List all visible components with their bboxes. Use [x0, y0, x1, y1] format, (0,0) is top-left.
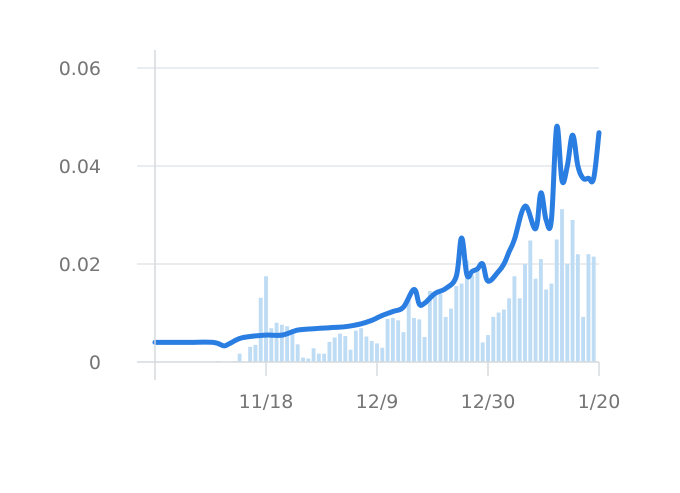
grid [137, 67, 599, 265]
bar [422, 337, 427, 362]
bar [570, 219, 575, 362]
bar [565, 264, 570, 362]
bar [501, 309, 506, 362]
bar [338, 333, 342, 362]
bar [433, 295, 438, 362]
bar [385, 318, 390, 362]
bar [533, 278, 538, 362]
bar [517, 298, 522, 362]
bar [237, 353, 242, 362]
bar [554, 239, 559, 362]
bar [549, 283, 554, 362]
bar [290, 333, 295, 362]
bar [528, 240, 533, 362]
bar [401, 332, 406, 362]
bar [369, 340, 374, 362]
x-tick-label: 11/18 [239, 391, 294, 413]
bar [406, 299, 411, 362]
bar [301, 357, 305, 362]
x-tick-label: 12/9 [356, 391, 399, 413]
bar [348, 349, 353, 362]
line-series-path [152, 124, 602, 349]
bar [507, 298, 512, 362]
bar [438, 293, 443, 362]
x-tick-label: 12/30 [461, 391, 516, 413]
bar [322, 353, 327, 362]
y-tick-label: 0.02 [59, 254, 101, 276]
bar [454, 286, 459, 362]
bar [248, 346, 253, 362]
bar [359, 328, 364, 362]
bar [380, 347, 385, 362]
y-tick-label: 0.06 [59, 58, 101, 80]
bar [258, 297, 263, 362]
bar [417, 319, 422, 362]
bar [311, 348, 316, 362]
bar [253, 344, 258, 362]
bar [538, 259, 543, 362]
bar [396, 320, 401, 362]
bar [295, 344, 300, 362]
bar-series [211, 209, 596, 362]
bar [412, 317, 416, 362]
bar [316, 353, 321, 362]
bar [491, 316, 496, 362]
bar [285, 326, 290, 362]
x-tick-labels: 11/18 12/9 12/30 1/20 [239, 391, 621, 413]
line-series [152, 124, 602, 349]
bar [343, 336, 348, 362]
bar [470, 275, 475, 362]
bar [443, 316, 448, 362]
y-tick-label: 0.04 [59, 156, 101, 178]
bar [353, 330, 358, 362]
bar [512, 276, 517, 362]
bar [560, 209, 564, 362]
bar [544, 289, 549, 362]
bar [449, 308, 453, 362]
bar [581, 316, 586, 362]
bar [269, 328, 274, 362]
x-tick-label: 1/20 [578, 391, 621, 413]
bar [279, 324, 284, 362]
y-tick-label: 0 [89, 352, 101, 374]
bar [390, 317, 395, 362]
bar [496, 312, 501, 362]
bar [327, 341, 332, 362]
bar [332, 337, 337, 362]
axes [137, 50, 600, 380]
bar [459, 283, 464, 362]
y-tick-labels: 0 0.02 0.04 0.06 [59, 58, 101, 374]
bar [523, 264, 527, 362]
bar [427, 290, 432, 362]
bar [575, 254, 580, 362]
bar [306, 358, 311, 362]
bar [464, 260, 469, 362]
bar [264, 276, 268, 362]
bar [375, 343, 379, 362]
bar [364, 336, 369, 362]
bar [591, 256, 596, 362]
bar [586, 254, 591, 362]
bar [475, 266, 480, 362]
bar [480, 342, 485, 362]
bar [274, 322, 279, 362]
bar [486, 335, 490, 362]
